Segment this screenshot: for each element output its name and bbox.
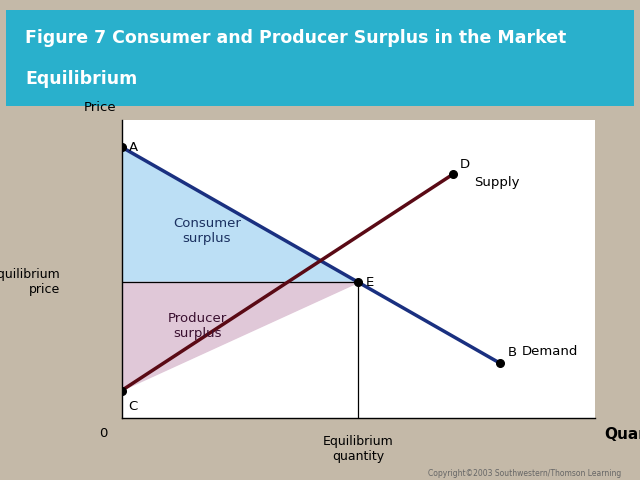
Polygon shape: [122, 282, 358, 391]
Text: E: E: [365, 276, 374, 289]
Text: Equilibrium
price: Equilibrium price: [0, 268, 60, 296]
Text: Equilibrium
quantity: Equilibrium quantity: [323, 435, 394, 464]
Text: Figure 7 Consumer and Producer Surplus in the Market: Figure 7 Consumer and Producer Surplus i…: [25, 29, 566, 48]
Text: Producer
surplus: Producer surplus: [168, 312, 227, 340]
Text: Equilibrium: Equilibrium: [25, 70, 138, 88]
Text: Copyright©2003 Southwestern/Thomson Learning: Copyright©2003 Southwestern/Thomson Lear…: [428, 468, 621, 478]
Text: C: C: [129, 400, 138, 413]
Text: Demand: Demand: [522, 345, 578, 358]
Text: B: B: [508, 347, 516, 360]
Text: Consumer
surplus: Consumer surplus: [173, 217, 241, 245]
Text: A: A: [129, 141, 138, 154]
Text: Supply: Supply: [474, 176, 520, 189]
FancyBboxPatch shape: [0, 5, 640, 110]
Text: Quantity: Quantity: [605, 427, 640, 442]
Text: Price: Price: [84, 101, 117, 114]
Text: D: D: [460, 158, 470, 171]
Text: 0: 0: [99, 427, 108, 440]
Polygon shape: [122, 147, 358, 282]
